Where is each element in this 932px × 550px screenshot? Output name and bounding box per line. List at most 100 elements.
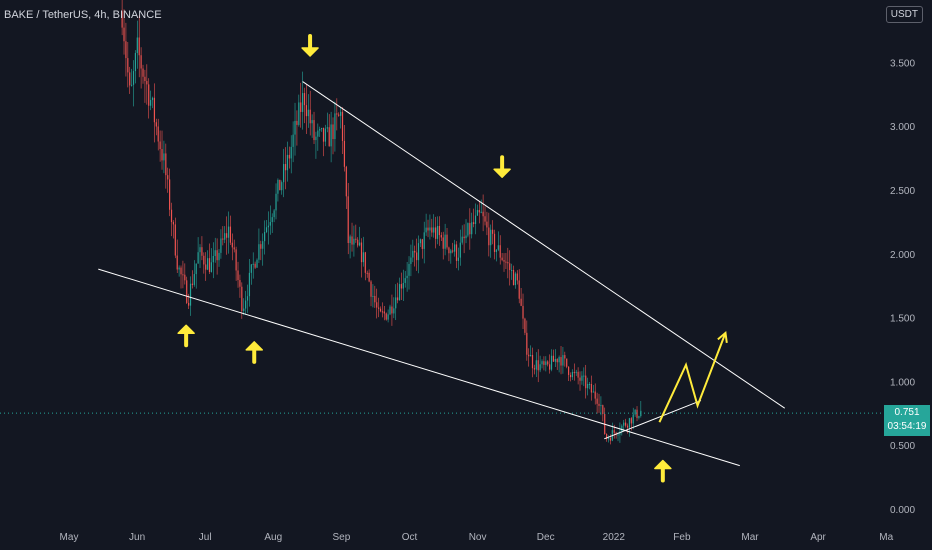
candle-body: [317, 130, 319, 137]
candle-body: [374, 295, 376, 303]
projection-path: [658, 332, 727, 423]
arrow-head: [177, 324, 195, 335]
candle-body: [427, 227, 429, 231]
arrow-up-icon: [654, 459, 672, 483]
candle-body: [256, 259, 258, 268]
arrow-down-icon: [493, 155, 511, 178]
candle-body: [638, 416, 640, 418]
candle-body: [395, 297, 397, 309]
x-tick-label: Nov: [469, 532, 487, 543]
candle-body: [140, 55, 142, 69]
candle-body: [463, 236, 465, 239]
candle-body: [452, 250, 454, 252]
candle-body: [628, 418, 631, 428]
candle-body: [503, 260, 505, 262]
candle-body: [626, 425, 629, 428]
candle-body: [262, 241, 264, 249]
candle-body: [322, 127, 325, 142]
candle-body: [556, 358, 558, 363]
candle-body: [454, 244, 456, 252]
candle-body: [381, 311, 384, 313]
candle-body: [226, 233, 228, 238]
candle-body: [602, 405, 604, 415]
candle-body: [199, 247, 201, 253]
candle-body: [509, 263, 511, 271]
candle-body: [552, 355, 555, 362]
candle-body: [537, 360, 539, 371]
y-tick-label: 3.500: [890, 58, 915, 69]
candle-body: [343, 140, 346, 167]
candle-body: [566, 358, 568, 367]
x-tick-label: Sep: [333, 532, 351, 543]
candle-body: [547, 361, 549, 365]
candle-body: [127, 58, 129, 73]
candle-body: [592, 391, 594, 393]
candle-body: [214, 250, 216, 256]
candle-body: [224, 233, 226, 240]
candle-body: [600, 405, 602, 407]
y-tick-label: 0.500: [890, 441, 915, 452]
candle-body: [146, 81, 148, 85]
candle-body: [634, 409, 636, 415]
projection-arrowhead: [717, 330, 728, 343]
candle-body: [237, 270, 239, 281]
candle-body: [355, 238, 357, 240]
symbol-title[interactable]: BAKE / TetherUS, 4h, BINANCE: [4, 9, 162, 21]
candle-body: [412, 250, 414, 258]
candle-body: [421, 239, 423, 249]
candle-body: [191, 283, 194, 285]
candle-body: [606, 433, 608, 440]
candle-body: [290, 146, 292, 159]
arrow-head: [493, 168, 511, 178]
x-tick-label: Jul: [199, 532, 212, 543]
candle-body: [359, 242, 361, 246]
candle-body: [372, 295, 374, 297]
candle-body: [364, 252, 366, 273]
candle-body: [391, 306, 393, 314]
candle-body: [577, 371, 579, 378]
candle-body: [216, 250, 218, 261]
candle-body: [148, 84, 150, 106]
candle-body: [623, 422, 625, 426]
currency-badge[interactable]: USDT: [885, 6, 923, 23]
candle-body: [275, 193, 277, 211]
candle-body: [511, 269, 513, 271]
candle-body: [583, 375, 585, 377]
candle-body: [250, 264, 252, 273]
candle-body: [362, 252, 365, 263]
x-tick-label: Feb: [673, 532, 691, 543]
candle-body: [625, 422, 627, 426]
candle-body: [408, 263, 410, 276]
time-axis[interactable]: May Jun Jul Aug Sep Oct Nov Dec 2022 Feb Mar Apr Ma: [60, 532, 894, 543]
candle-body: [446, 234, 448, 248]
candle-body: [197, 252, 199, 264]
candle-body: [292, 134, 294, 147]
candle-body: [167, 175, 169, 180]
y-tick-label: 2.000: [890, 250, 915, 261]
candle-body: [448, 247, 450, 254]
candle-body: [307, 109, 309, 117]
candle-body: [550, 355, 553, 370]
candle-body: [184, 274, 186, 281]
candle-body: [402, 282, 404, 289]
candle-body: [357, 239, 359, 246]
candle-body: [174, 224, 176, 256]
candle-body: [186, 280, 188, 303]
candle-body: [431, 227, 433, 233]
candle-body: [554, 358, 556, 362]
candle-body: [302, 93, 304, 112]
candle-body: [569, 374, 572, 378]
candle-body: [138, 37, 140, 56]
candle-body: [182, 274, 184, 276]
candle-body: [353, 238, 355, 245]
candle-body: [514, 273, 517, 286]
candle-body: [123, 27, 125, 42]
candle-body: [309, 109, 311, 124]
candle-body: [336, 113, 338, 115]
y-tick-label: 2.500: [890, 186, 915, 197]
y-tick-label: 1.500: [890, 314, 915, 325]
price-axis[interactable]: 3.500 3.000 2.500 2.000 1.500 1.000 0.500 0.000: [890, 58, 915, 516]
candle-body: [417, 243, 420, 261]
candle-body: [283, 164, 285, 183]
